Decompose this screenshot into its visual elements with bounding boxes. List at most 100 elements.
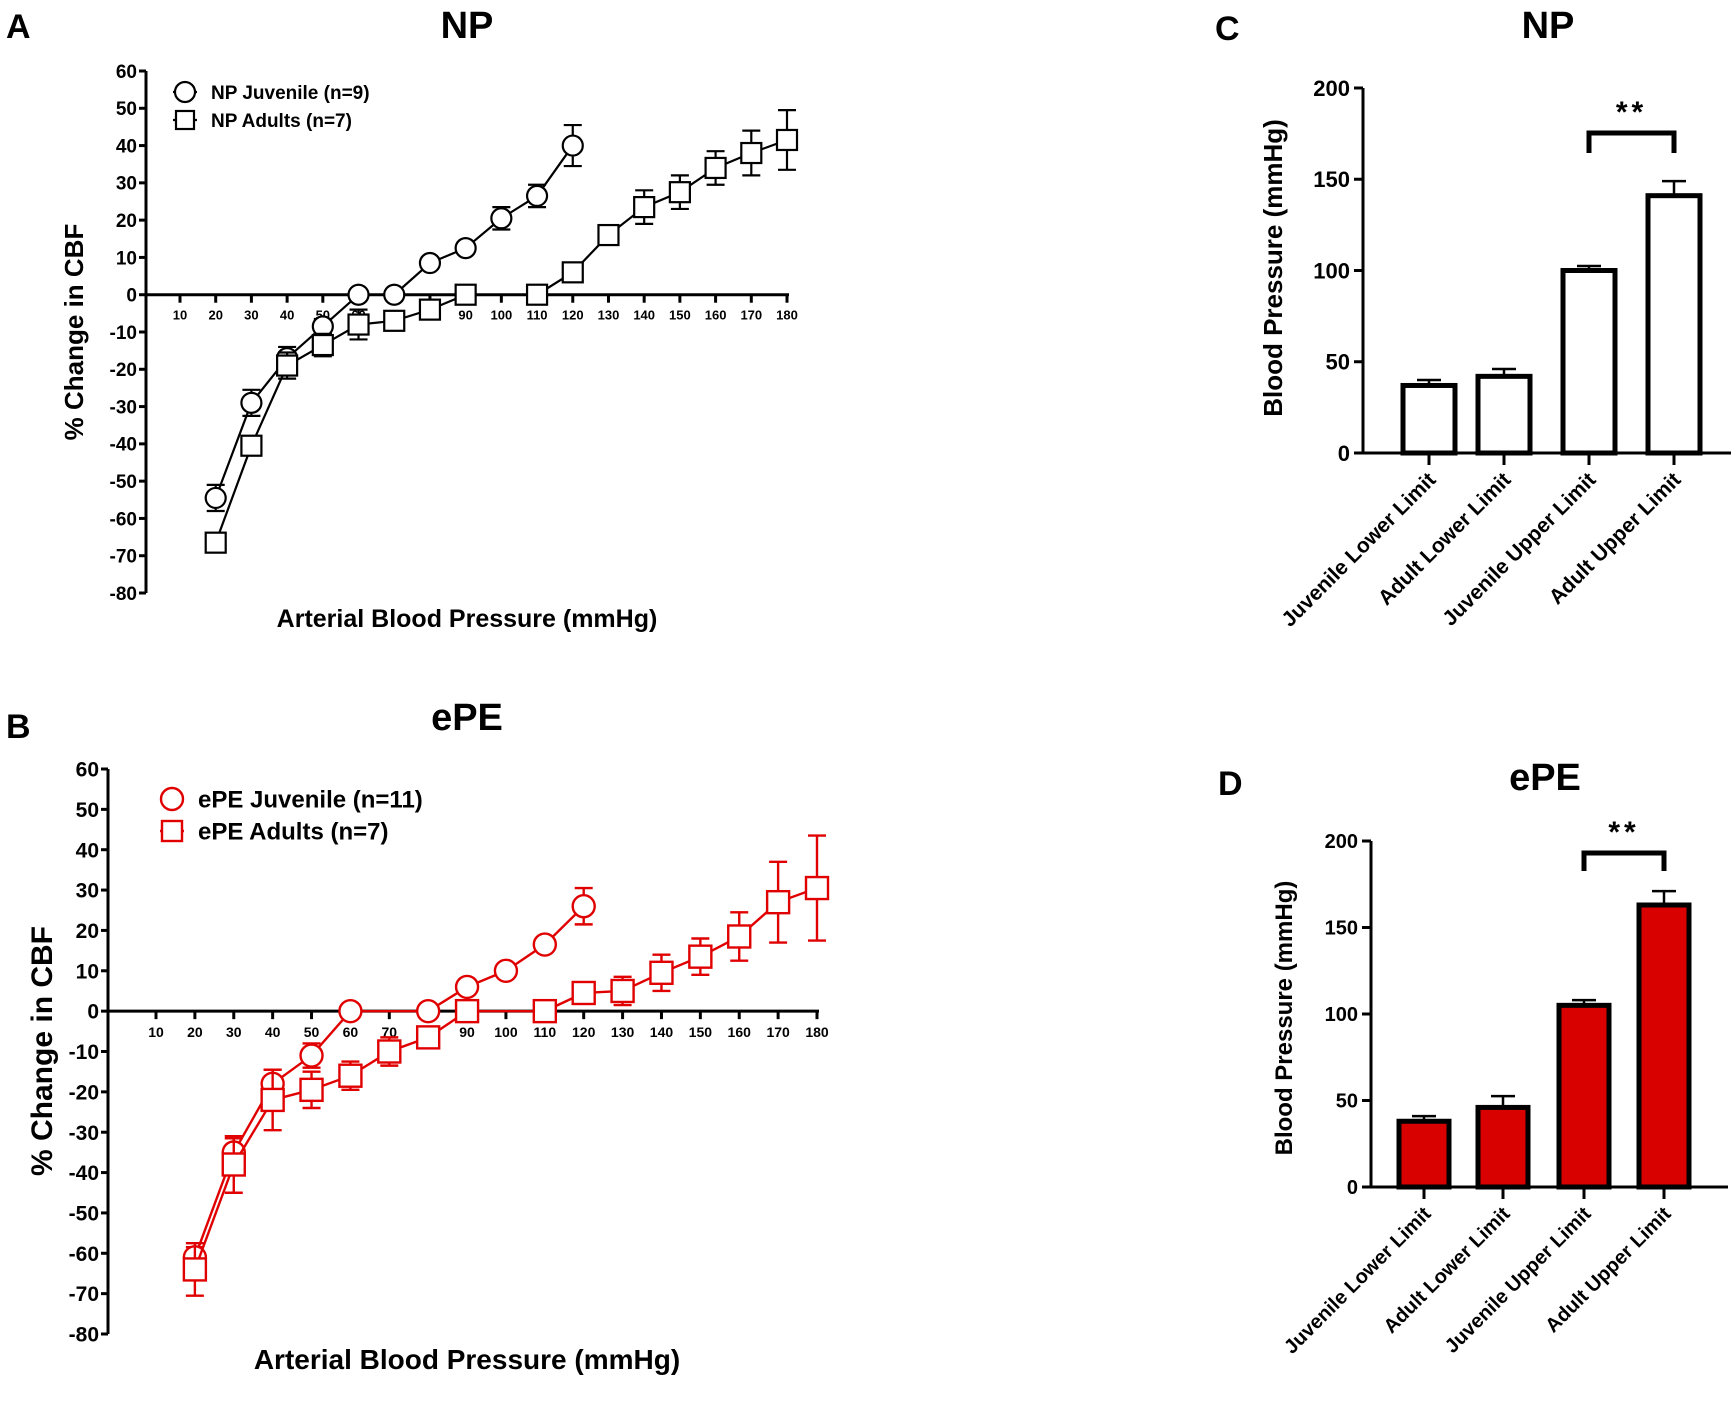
bar	[1560, 268, 1618, 456]
x-category-label: Juvenile Upper Limit	[1441, 1203, 1596, 1358]
x-tick-label: 90	[458, 308, 472, 323]
y-tick-label: 200	[1313, 76, 1350, 101]
x-category-label: Juvenile Lower Limit	[1277, 468, 1440, 631]
data-point	[347, 283, 370, 306]
data-point	[727, 924, 752, 949]
y-tick-label: 100	[1325, 1004, 1358, 1026]
y-tick-label: -20	[110, 360, 137, 381]
significance-bracket	[1581, 850, 1667, 871]
data-point	[383, 309, 406, 332]
panel-a-title: NP	[441, 5, 494, 47]
x-category-label: Juvenile Lower Limit	[1280, 1203, 1436, 1359]
data-point	[415, 1025, 441, 1050]
data-point	[415, 998, 441, 1024]
y-tick-label: -80	[110, 584, 137, 605]
x-tick-label: 60	[343, 1024, 359, 1040]
panel-c-title: NP	[1522, 5, 1575, 47]
data-point	[299, 1043, 324, 1068]
data-point	[260, 1087, 285, 1113]
data-point	[765, 889, 791, 915]
data-point	[454, 237, 477, 260]
y-tick-label: -40	[110, 435, 137, 456]
bar	[1556, 1002, 1612, 1190]
y-tick-label: 100	[1313, 258, 1350, 283]
y-tick-label: 10	[116, 248, 137, 269]
data-point	[299, 1077, 324, 1103]
x-tick-label: 120	[562, 308, 584, 323]
data-point	[571, 894, 596, 919]
y-tick-label: 60	[76, 759, 99, 782]
x-tick-label: 40	[265, 1024, 281, 1040]
y-tick-label: -10	[69, 1041, 99, 1064]
x-tick-label: 180	[776, 308, 798, 323]
y-tick-label: -30	[69, 1122, 99, 1145]
y-tick-label: -20	[69, 1081, 99, 1104]
data-point	[610, 978, 635, 1004]
x-tick-label: 170	[766, 1024, 790, 1040]
significance-bracket	[1586, 130, 1677, 153]
x-tick-label: 160	[728, 1024, 752, 1040]
y-tick-label: 150	[1325, 918, 1358, 940]
significance-label: **	[1616, 96, 1647, 129]
data-point	[221, 1152, 246, 1177]
x-tick-label: 40	[280, 308, 294, 323]
data-point	[311, 333, 334, 357]
data-point	[493, 958, 519, 983]
data-point	[454, 974, 480, 1000]
y-tick-label: 50	[1336, 1091, 1358, 1113]
data-point	[240, 391, 263, 414]
x-tick-label: 20	[187, 1024, 203, 1040]
y-tick-label: 0	[1338, 441, 1350, 466]
y-tick-label: 50	[1326, 350, 1350, 375]
panel-b-title: ePE	[431, 697, 503, 739]
data-point	[182, 1257, 208, 1282]
legend-entry: ePE Juvenile (n=11)	[159, 786, 423, 814]
legend-circle-marker	[159, 786, 185, 812]
x-category-label: Juvenile Upper Limit	[1438, 468, 1600, 630]
y-tick-label: 50	[76, 799, 99, 822]
panel-letter-c: C	[1215, 10, 1240, 48]
data-point	[418, 251, 442, 275]
data-point	[490, 207, 513, 230]
data-point	[454, 998, 480, 1024]
data-point	[204, 531, 227, 554]
x-tick-label: 110	[534, 1024, 557, 1040]
y-tick-label: 10	[76, 960, 99, 983]
x-tick-label: 150	[689, 1024, 713, 1040]
data-point	[525, 283, 549, 306]
data-point	[532, 998, 558, 1024]
legend-label: NP Adults (n=7)	[211, 111, 352, 132]
x-tick-label: 10	[173, 308, 187, 323]
x-tick-label: 180	[805, 1024, 829, 1040]
data-point	[633, 195, 656, 219]
y-tick-label: 0	[126, 286, 137, 307]
y-tick-label: -30	[110, 397, 137, 418]
data-point	[454, 283, 477, 306]
series-adults	[182, 834, 830, 1297]
series-line	[193, 886, 818, 1270]
data-point	[704, 156, 727, 180]
legend-entry: NP Juvenile (n=9)	[173, 80, 370, 104]
bar	[1396, 1118, 1452, 1190]
y-tick-label: 20	[76, 920, 99, 943]
series-line	[193, 905, 585, 1258]
y-tick-label: 20	[116, 211, 137, 232]
bar	[1636, 902, 1692, 1190]
legend-circle-marker	[173, 80, 197, 104]
y-tick-label: -50	[69, 1202, 99, 1225]
data-point	[240, 434, 263, 457]
data-point	[668, 181, 691, 204]
x-tick-label: 120	[572, 1024, 596, 1040]
data-point	[649, 960, 674, 986]
data-point	[377, 1039, 402, 1064]
panel-letter-b: B	[6, 708, 31, 746]
y-tick-label: 150	[1313, 167, 1350, 192]
x-tick-label: 10	[148, 1024, 164, 1040]
data-point	[532, 932, 558, 957]
panel-a-ylabel: % Change in CBF	[59, 224, 89, 441]
data-point	[561, 134, 584, 157]
y-tick-label: 0	[87, 1001, 99, 1024]
legend-square-marker	[174, 109, 196, 131]
data-point	[338, 998, 363, 1024]
